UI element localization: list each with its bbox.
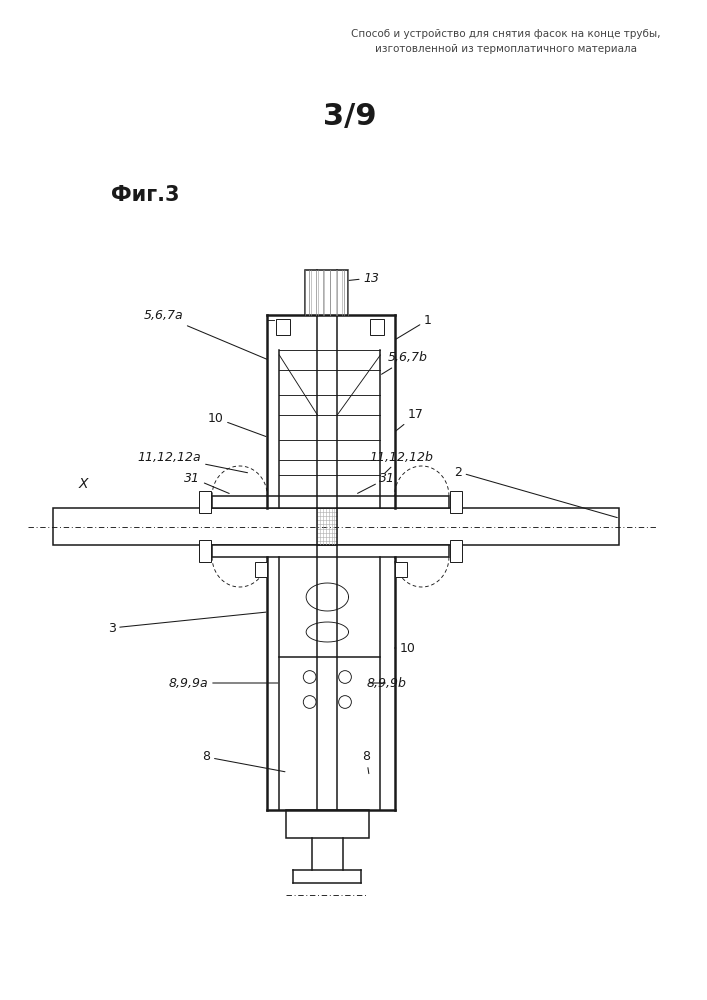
Text: 10: 10	[395, 642, 416, 654]
Circle shape	[339, 671, 351, 683]
Text: 10: 10	[208, 412, 266, 437]
Text: 2: 2	[454, 466, 617, 518]
Bar	[450, 491, 462, 513]
Text: 1: 1	[396, 314, 432, 339]
Text: изготовленной из термоплатичного материала: изготовленной из термоплатичного материа…	[375, 44, 636, 54]
Text: 8,9,9b: 8,9,9b	[367, 676, 407, 690]
Text: 11,12,12a: 11,12,12a	[138, 450, 247, 473]
Bar	[370, 319, 384, 335]
Bar	[255, 562, 267, 577]
Bar	[286, 810, 369, 838]
Text: Фиг.3: Фиг.3	[111, 185, 179, 205]
Text: 8: 8	[362, 750, 370, 774]
Text: 31: 31	[185, 472, 229, 493]
Text: 17: 17	[396, 408, 423, 431]
Text: 13: 13	[336, 271, 379, 284]
Text: 3: 3	[107, 612, 266, 635]
Text: 5,6,7a: 5,6,7a	[144, 310, 267, 359]
Text: 11,12,12b: 11,12,12b	[370, 450, 433, 473]
Text: Способ и устройство для снятия фасок на конце трубы,: Способ и устройство для снятия фасок на …	[351, 29, 660, 39]
Text: 8: 8	[202, 750, 285, 772]
Circle shape	[303, 696, 316, 708]
Bar	[53, 508, 619, 545]
Text: 31: 31	[358, 472, 395, 493]
Text: X: X	[78, 477, 88, 491]
Bar	[450, 540, 462, 562]
Bar	[305, 270, 348, 315]
Text: 8,9,9a: 8,9,9a	[169, 676, 278, 690]
Bar	[212, 496, 449, 508]
Circle shape	[339, 696, 351, 708]
Bar	[199, 540, 211, 562]
Bar	[212, 545, 449, 557]
Circle shape	[303, 671, 316, 683]
Bar	[199, 491, 211, 513]
Text: 5,6,7b: 5,6,7b	[382, 352, 428, 374]
Bar	[276, 319, 290, 335]
Text: 3/9: 3/9	[323, 103, 377, 131]
Bar	[395, 562, 407, 577]
